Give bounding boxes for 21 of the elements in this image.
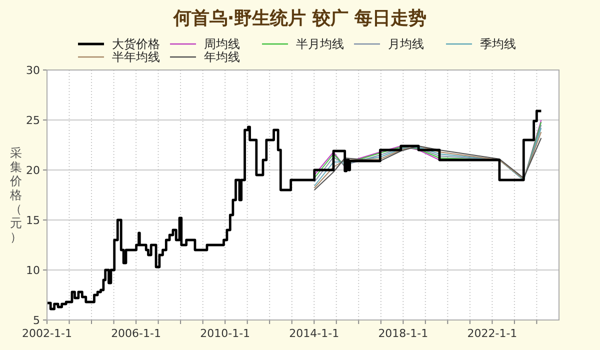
x-tick-label: 2006-1-1 <box>111 327 162 340</box>
legend-label: 年均线 <box>204 50 240 64</box>
y-tick-label: 15 <box>26 214 40 227</box>
legend-label: 半月均线 <box>296 37 344 51</box>
legend-label: 季均线 <box>480 37 516 51</box>
legend-label: 半年均线 <box>112 50 160 64</box>
x-tick-label: 2022-1-1 <box>467 327 518 340</box>
chart-title: 何首乌·野生统片 较广 每日走势 <box>172 8 427 29</box>
y-tick-label: 5 <box>33 314 40 327</box>
y-tick-label: 25 <box>26 114 40 127</box>
y-axis-title: 采集价格（元） <box>9 146 22 244</box>
x-tick-label: 2018-1-1 <box>378 327 428 340</box>
legend-label: 月均线 <box>388 37 424 51</box>
x-tick-label: 2010-1-1 <box>200 327 250 340</box>
legend-label: 大货价格 <box>112 37 160 51</box>
x-tick-label: 2002-1-1 <box>22 327 72 340</box>
legend-label: 周均线 <box>204 37 240 51</box>
x-tick-label: 2014-1-1 <box>289 327 340 340</box>
y-tick-label: 20 <box>26 164 40 177</box>
y-tick-label: 30 <box>26 64 40 77</box>
y-tick-label: 10 <box>26 264 40 277</box>
